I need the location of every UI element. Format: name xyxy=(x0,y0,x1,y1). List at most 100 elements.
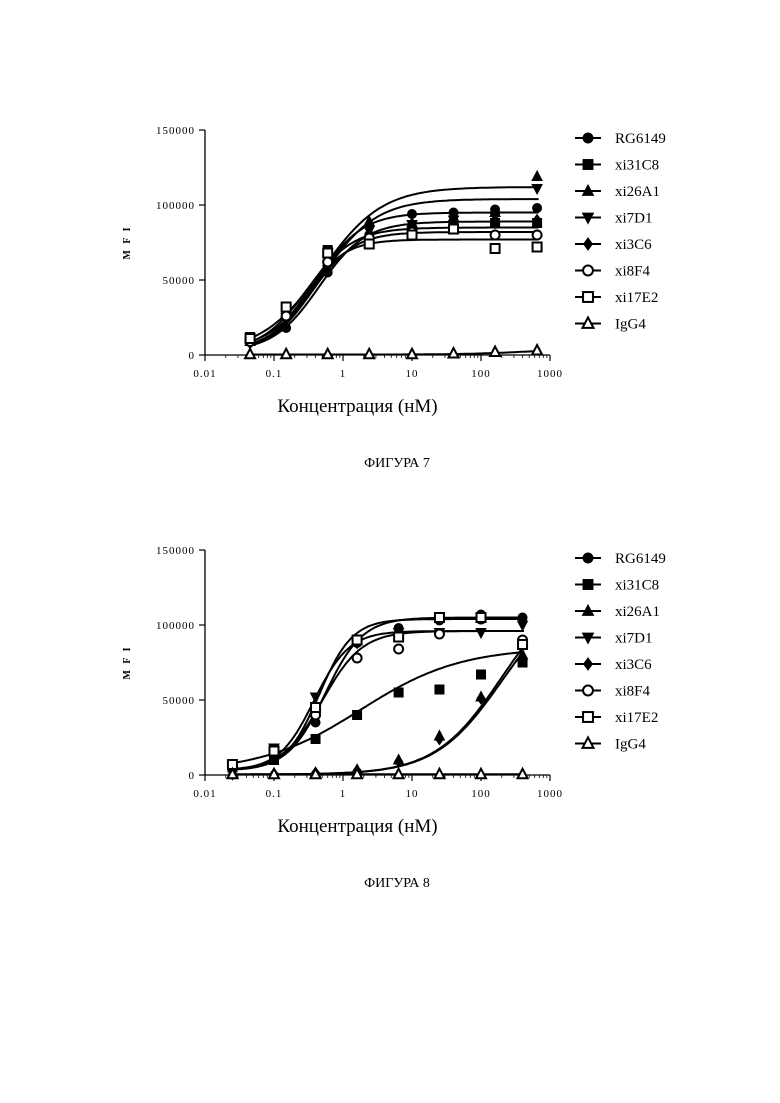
y-tick-label: 150000 xyxy=(156,125,195,137)
legend-label: xi8F4 xyxy=(615,684,651,700)
y-axis-title: M F I xyxy=(122,645,133,679)
legend-label: xi17E2 xyxy=(615,290,658,306)
x-tick-label: 0.01 xyxy=(193,788,216,800)
x-tick-label: 1 xyxy=(340,788,347,800)
data-point xyxy=(533,204,542,213)
legend-marker xyxy=(584,658,593,670)
figure-8-chart: 0500001000001500000.010.11101001000Конце… xyxy=(0,530,780,910)
data-point xyxy=(281,349,291,359)
legend-marker xyxy=(583,317,594,327)
data-point xyxy=(365,240,374,249)
x-tick-label: 0.1 xyxy=(266,368,283,380)
fit-curve-xi17e2 xyxy=(249,240,539,346)
data-point xyxy=(353,636,362,645)
figure-caption: ФИГУРА 8 xyxy=(364,876,430,891)
legend-label: IgG4 xyxy=(615,737,646,753)
legend: RG6149xi31C8xi26A1xi7D1xi3C6xi8F4xi17E2I… xyxy=(575,551,666,753)
data-point xyxy=(533,243,542,252)
data-point xyxy=(476,629,486,639)
data-point xyxy=(518,769,528,779)
y-tick-label: 100000 xyxy=(156,620,195,632)
legend-label: IgG4 xyxy=(615,317,646,333)
data-point xyxy=(246,334,255,343)
legend-label: xi3C6 xyxy=(615,237,652,253)
x-axis-title: Концентрация (нМ) xyxy=(277,816,437,837)
data-point xyxy=(533,231,542,240)
data-point xyxy=(491,244,500,253)
data-point xyxy=(476,769,486,779)
figure-7: 0500001000001500000.010.11101001000Конце… xyxy=(0,110,780,490)
x-tick-label: 10 xyxy=(406,788,419,800)
data-point xyxy=(394,633,403,642)
legend-label: RG6149 xyxy=(615,131,666,147)
data-point xyxy=(394,645,403,654)
axes: 0500001000001500000.010.11101001000Конце… xyxy=(122,545,563,837)
data-point xyxy=(364,349,374,359)
legend-label: xi26A1 xyxy=(615,604,660,620)
data-point xyxy=(311,693,321,703)
legend: RG6149 xi31C8 xi26A1 xi7D1 xi3C6 xi8F4 xi17E2 I… xyxy=(575,131,666,333)
legend-marker xyxy=(583,266,593,276)
data-point xyxy=(408,231,417,240)
data-point xyxy=(518,621,528,631)
data-point xyxy=(269,769,279,779)
legend-marker xyxy=(583,133,593,143)
data-point xyxy=(282,303,291,312)
data-point xyxy=(449,348,459,358)
legend-label: xi31C8 xyxy=(615,578,659,594)
data-point xyxy=(323,349,333,359)
legend-marker xyxy=(583,160,593,170)
data-point xyxy=(449,225,458,234)
x-tick-label: 1000 xyxy=(537,368,563,380)
y-tick-label: 50000 xyxy=(163,275,196,287)
legend-marker xyxy=(583,712,593,722)
data-point xyxy=(270,756,279,765)
data-point xyxy=(311,735,320,744)
x-tick-label: 1 xyxy=(340,368,347,380)
data-point xyxy=(353,654,362,663)
data-point xyxy=(477,613,486,622)
data-point xyxy=(532,345,542,355)
x-tick-label: 0.1 xyxy=(266,788,283,800)
legend-label: xi26A1 xyxy=(615,184,660,200)
legend-marker xyxy=(583,580,593,590)
y-tick-label: 50000 xyxy=(163,695,196,707)
data-point xyxy=(394,769,404,779)
data-point xyxy=(270,747,279,756)
legend-label: RG6149 xyxy=(615,551,666,567)
x-tick-label: 100 xyxy=(471,368,491,380)
data-point xyxy=(311,769,321,779)
y-tick-label: 100000 xyxy=(156,200,195,212)
data-point xyxy=(477,670,486,679)
data-point xyxy=(282,312,291,321)
y-tick-label: 0 xyxy=(189,350,196,362)
data-point xyxy=(245,349,255,359)
y-tick-label: 0 xyxy=(189,770,196,782)
data-point xyxy=(353,711,362,720)
legend-marker xyxy=(583,686,593,696)
legend-marker xyxy=(584,238,593,250)
data-point xyxy=(435,630,444,639)
legend-marker xyxy=(583,553,593,563)
figure-8: 0500001000001500000.010.11101001000Конце… xyxy=(0,530,780,910)
x-tick-label: 0.01 xyxy=(193,368,216,380)
figure-7-chart: 0500001000001500000.010.11101001000Конце… xyxy=(0,110,780,490)
data-point xyxy=(434,769,444,779)
data-point xyxy=(407,349,417,359)
legend-marker xyxy=(583,292,593,302)
figure-caption: ФИГУРА 7 xyxy=(364,456,430,471)
data-point xyxy=(323,249,332,258)
x-tick-label: 10 xyxy=(406,368,419,380)
x-tick-label: 100 xyxy=(471,788,491,800)
legend-label: xi7D1 xyxy=(615,211,653,227)
legend-marker xyxy=(583,737,594,747)
legend-label: xi31C8 xyxy=(615,158,659,174)
data-point xyxy=(435,685,444,694)
data-point xyxy=(435,613,444,622)
x-tick-label: 1000 xyxy=(537,788,563,800)
legend-label: xi3C6 xyxy=(615,657,652,673)
data-point xyxy=(323,258,332,267)
legend-label: xi17E2 xyxy=(615,710,658,726)
data-point xyxy=(532,171,542,181)
legend-label: xi8F4 xyxy=(615,264,651,280)
